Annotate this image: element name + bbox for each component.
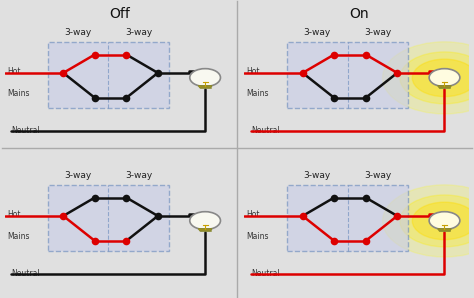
Polygon shape	[198, 86, 212, 88]
Circle shape	[412, 202, 474, 240]
Text: Hot: Hot	[7, 67, 20, 76]
Polygon shape	[438, 229, 451, 231]
Circle shape	[400, 52, 474, 104]
Text: 3-way: 3-way	[64, 171, 91, 180]
Text: Mains: Mains	[7, 89, 29, 98]
Text: On: On	[349, 7, 369, 21]
Text: Mains: Mains	[246, 232, 269, 241]
Text: Mains: Mains	[7, 232, 29, 241]
Text: Neutral: Neutral	[11, 269, 40, 278]
Text: 3-way: 3-way	[64, 28, 91, 37]
FancyBboxPatch shape	[287, 42, 409, 108]
Text: Neutral: Neutral	[11, 126, 40, 135]
Text: Off: Off	[109, 7, 130, 21]
FancyBboxPatch shape	[47, 185, 169, 251]
Circle shape	[383, 42, 474, 114]
Circle shape	[429, 69, 460, 86]
Text: 3-way: 3-way	[365, 171, 392, 180]
Text: Neutral: Neutral	[251, 269, 280, 278]
Text: 3-way: 3-way	[125, 171, 152, 180]
Text: Hot: Hot	[246, 67, 260, 76]
Text: 3-way: 3-way	[304, 171, 331, 180]
Polygon shape	[198, 229, 212, 231]
FancyBboxPatch shape	[287, 185, 409, 251]
FancyBboxPatch shape	[47, 42, 169, 108]
Polygon shape	[438, 86, 451, 88]
Text: Neutral: Neutral	[251, 126, 280, 135]
Text: Mains: Mains	[246, 89, 269, 98]
Circle shape	[429, 212, 460, 229]
Circle shape	[383, 185, 474, 257]
Text: 3-way: 3-way	[304, 28, 331, 37]
Text: 3-way: 3-way	[365, 28, 392, 37]
Circle shape	[400, 195, 474, 247]
Circle shape	[190, 69, 220, 86]
Text: Hot: Hot	[7, 210, 20, 219]
Text: 3-way: 3-way	[125, 28, 152, 37]
Circle shape	[190, 212, 220, 229]
Circle shape	[412, 59, 474, 97]
Text: Hot: Hot	[246, 210, 260, 219]
